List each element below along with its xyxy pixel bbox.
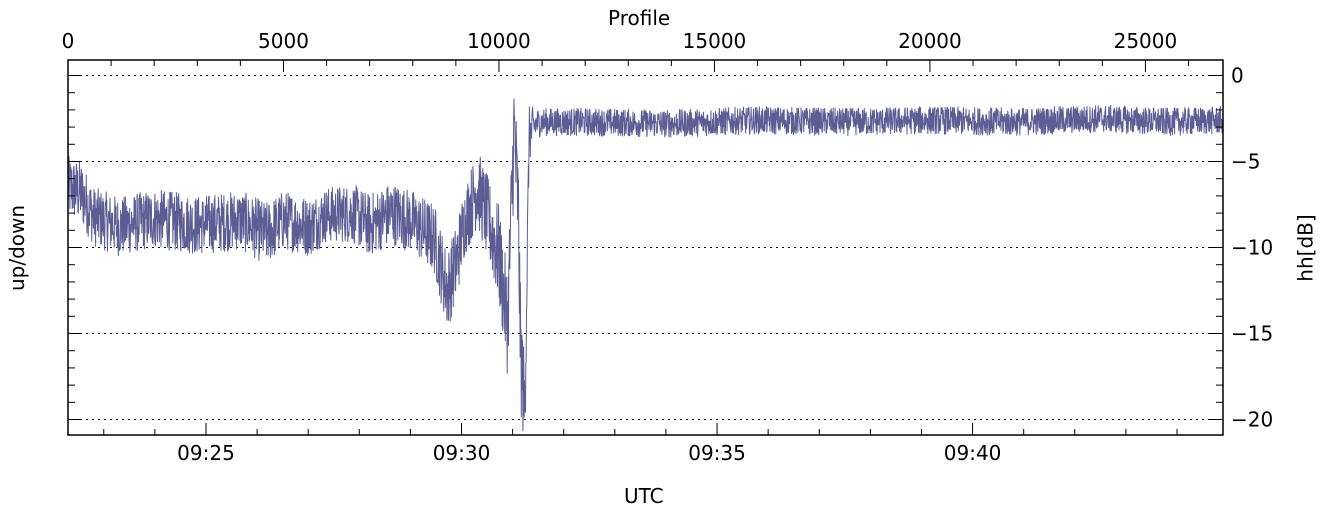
left-axis-label: up/down bbox=[5, 204, 30, 292]
bottom-tick-label: 09:35 bbox=[688, 441, 746, 465]
bottom-tick-label: 09:40 bbox=[944, 441, 1002, 465]
right-tick-label: −20 bbox=[1231, 408, 1273, 432]
right-tick-label: −15 bbox=[1231, 322, 1273, 346]
right-tick-label: 0 bbox=[1231, 63, 1244, 87]
top-tick-label: 25000 bbox=[1114, 29, 1178, 53]
tick-labels: 0 −5 −10 −15 −20 0 5000 10000 15000 20000 25000 09:… bbox=[62, 29, 1274, 465]
right-axis-label: hh[dB] bbox=[1293, 214, 1318, 282]
top-tick-label: 20000 bbox=[898, 29, 962, 53]
top-tick-label: 15000 bbox=[683, 29, 747, 53]
top-tick-label: 0 bbox=[62, 29, 75, 53]
right-tick-label: −10 bbox=[1231, 236, 1273, 260]
top-axis-label: Profile bbox=[608, 6, 671, 30]
grid-lines bbox=[68, 74, 1223, 421]
axis-ticks bbox=[67, 60, 1223, 435]
bottom-tick-label: 09:30 bbox=[433, 441, 491, 465]
bottom-tick-label: 09:25 bbox=[177, 441, 235, 465]
top-tick-label: 5000 bbox=[258, 29, 309, 53]
series-line bbox=[67, 98, 1224, 432]
right-tick-label: −5 bbox=[1231, 149, 1260, 173]
bottom-axis-label: UTC bbox=[624, 484, 664, 508]
top-tick-label: 10000 bbox=[467, 29, 531, 53]
